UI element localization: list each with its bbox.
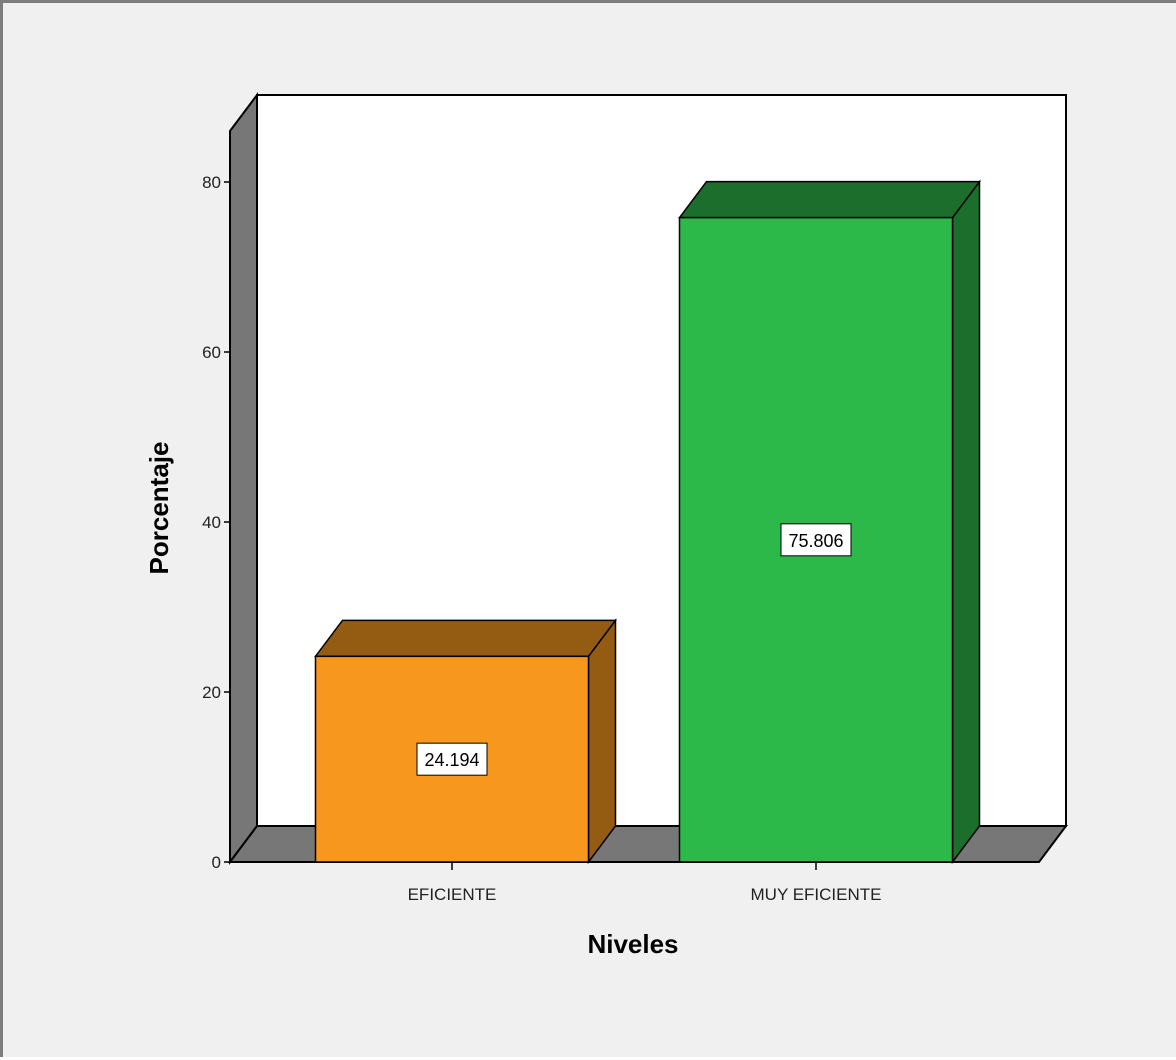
y-tick-label: 80 — [202, 173, 221, 192]
bar-top — [314, 619, 617, 658]
bar-side — [587, 618, 617, 865]
data-label: 24.194 — [424, 750, 479, 770]
chart-axes: 0 20 40 60 80 EFICIENTE MUY EFICIENTE — [202, 173, 881, 904]
x-axis-title: Niveles — [587, 929, 678, 959]
y-tick-label: 60 — [202, 343, 221, 362]
x-tick-label: MUY EFICIENTE — [751, 885, 882, 904]
chart-labels: 24.194 75.806 — [416, 523, 852, 776]
data-label-box — [780, 523, 852, 557]
data-label-box — [416, 742, 488, 776]
y-tick-label: 20 — [202, 683, 221, 702]
bar-top — [678, 180, 981, 219]
chart-bars — [314, 179, 981, 865]
y-tick-label: 40 — [202, 513, 221, 532]
x-tick-label: EFICIENTE — [408, 885, 497, 904]
data-label: 75.806 — [788, 531, 843, 551]
left-wall — [229, 92, 258, 865]
y-tick-label: 0 — [212, 853, 221, 872]
bar-side — [951, 179, 981, 865]
y-axis-title: Porcentaje — [144, 442, 174, 575]
bar-chart: 0 20 40 60 80 EFICIENTE MUY EFICIENTE 24.194 75… — [144, 92, 1068, 959]
